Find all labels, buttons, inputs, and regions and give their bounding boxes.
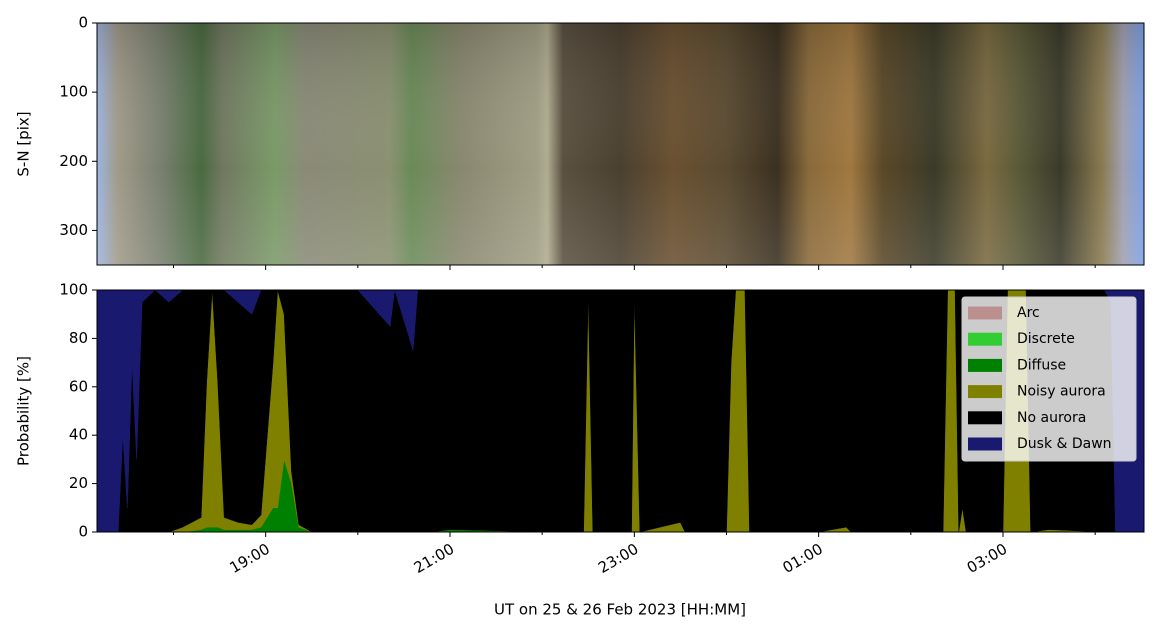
legend-box bbox=[961, 296, 1137, 462]
y-tick-label: 20 bbox=[69, 474, 88, 492]
x-axis-label: UT on 25 & 26 Feb 2023 [HH:MM] bbox=[494, 601, 746, 619]
y-tick-label: 100 bbox=[59, 281, 88, 299]
axes-frame bbox=[96, 22, 1145, 266]
legend-swatch bbox=[968, 306, 1002, 320]
x-tick-label: 19:00 bbox=[226, 540, 272, 577]
x-tick-label: 01:00 bbox=[779, 540, 825, 577]
legend-label: Noisy aurora bbox=[1017, 384, 1106, 400]
y-tick-label: 40 bbox=[69, 426, 88, 444]
y-tick-label: 300 bbox=[59, 221, 88, 239]
y-tick-label: 200 bbox=[59, 152, 88, 170]
legend-swatch bbox=[968, 411, 1002, 425]
x-tick-label: 21:00 bbox=[411, 540, 457, 577]
legend-label: Discrete bbox=[1017, 331, 1075, 347]
y-tick-label: 60 bbox=[69, 377, 88, 395]
legend-label: No aurora bbox=[1017, 410, 1086, 426]
legend-label: Arc bbox=[1017, 305, 1040, 321]
y-tick-label: 80 bbox=[69, 329, 88, 347]
legend-label: Diffuse bbox=[1017, 357, 1066, 373]
y-tick-label: 0 bbox=[78, 14, 88, 32]
x-tick-label: 23:00 bbox=[595, 540, 641, 577]
legend-swatch bbox=[968, 437, 1002, 451]
y-tick-label: 0 bbox=[78, 523, 88, 541]
legend-swatch bbox=[968, 332, 1002, 346]
y-tick-label: 100 bbox=[59, 83, 88, 101]
axes-frame bbox=[96, 289, 1145, 533]
legend-swatch bbox=[968, 385, 1002, 399]
keogram-shade bbox=[97, 23, 1144, 265]
y-axis-label: Probability [%] bbox=[15, 356, 33, 466]
y-axis-label: S-N [pix] bbox=[15, 111, 33, 176]
legend-swatch bbox=[968, 358, 1002, 372]
legend: Arc Discrete Diffuse Noisy aurora No aurora D… bbox=[961, 296, 1137, 462]
x-tick-label: 03:00 bbox=[964, 540, 1010, 577]
legend-label: Dusk & Dawn bbox=[1017, 436, 1112, 452]
